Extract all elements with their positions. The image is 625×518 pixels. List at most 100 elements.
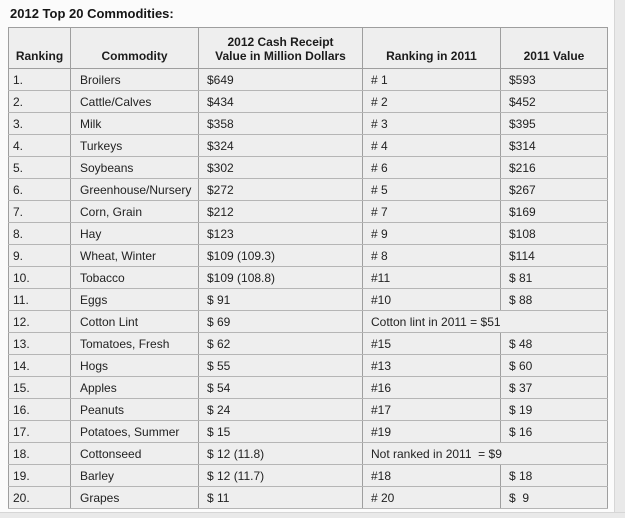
value-2012-cell: $212 bbox=[198, 200, 363, 223]
table-row: 9. Wheat, Winter $109 (109.3) # 8 $114 bbox=[8, 244, 608, 267]
rank-cell: 13. bbox=[8, 332, 71, 355]
commodity-cell: Potatoes, Summer bbox=[70, 420, 199, 443]
header-commodity: Commodity bbox=[70, 27, 199, 69]
merged-note-cell: Cotton lint in 2011 = $51 bbox=[362, 310, 608, 333]
rank-cell: 5. bbox=[8, 156, 71, 179]
bottom-edge-band bbox=[0, 512, 625, 518]
value-2012-cell: $ 54 bbox=[198, 376, 363, 399]
rank-2011-cell: # 3 bbox=[362, 112, 501, 135]
commodity-cell: Barley bbox=[70, 464, 199, 487]
value-2011-cell: $ 60 bbox=[500, 354, 608, 377]
rank-2011-cell: # 8 bbox=[362, 244, 501, 267]
value-2012-cell: $123 bbox=[198, 222, 363, 245]
commodity-cell: Cattle/Calves bbox=[70, 90, 199, 113]
value-2012-cell: $109 (109.3) bbox=[198, 244, 363, 267]
rank-cell: 8. bbox=[8, 222, 71, 245]
rank-cell: 18. bbox=[8, 442, 71, 465]
value-2011-cell: $452 bbox=[500, 90, 608, 113]
rank-2011-cell: # 20 bbox=[362, 486, 501, 509]
value-2011-cell: $593 bbox=[500, 68, 608, 91]
rank-cell: 11. bbox=[8, 288, 71, 311]
commodity-cell: Cottonseed bbox=[70, 442, 199, 465]
value-2012-cell: $ 24 bbox=[198, 398, 363, 421]
rank-cell: 6. bbox=[8, 178, 71, 201]
rank-2011-cell: # 1 bbox=[362, 68, 501, 91]
header-row: Ranking Commodity 2012 Cash Receipt Valu… bbox=[8, 27, 608, 69]
value-2011-cell: $314 bbox=[500, 134, 608, 157]
value-2012-cell: $ 91 bbox=[198, 288, 363, 311]
rank-2011-cell: # 7 bbox=[362, 200, 501, 223]
value-2011-cell: $ 81 bbox=[500, 266, 608, 289]
table-row: 18. Cottonseed $ 12 (11.8) Not ranked in 20… bbox=[8, 442, 608, 465]
table-row: 7. Corn, Grain $212 # 7 $169 bbox=[8, 200, 608, 223]
table-row: 4. Turkeys $324 # 4 $314 bbox=[8, 134, 608, 157]
value-2011-cell: $169 bbox=[500, 200, 608, 223]
table-row: 20. Grapes $ 11 # 20 $ 9 bbox=[8, 486, 608, 509]
commodities-table-body: 1. Broilers $649 # 1 $593 2. Cattle/Calves $434… bbox=[8, 68, 608, 509]
value-2011-cell: $ 19 bbox=[500, 398, 608, 421]
table-row: 1. Broilers $649 # 1 $593 bbox=[8, 68, 608, 91]
rank-cell: 2. bbox=[8, 90, 71, 113]
value-2012-cell: $302 bbox=[198, 156, 363, 179]
value-2011-cell: $ 88 bbox=[500, 288, 608, 311]
rank-2011-cell: #16 bbox=[362, 376, 501, 399]
value-2011-cell: $ 16 bbox=[500, 420, 608, 443]
commodity-cell: Wheat, Winter bbox=[70, 244, 199, 267]
rank-cell: 20. bbox=[8, 486, 71, 509]
commodities-table: Ranking Commodity 2012 Cash Receipt Valu… bbox=[8, 27, 608, 509]
value-2012-cell: $ 12 (11.8) bbox=[198, 442, 363, 465]
header-2012-cash-receipt: 2012 Cash Receipt Value in Million Dolla… bbox=[198, 27, 363, 69]
value-2012-cell: $ 15 bbox=[198, 420, 363, 443]
table-row: 19. Barley $ 12 (11.7) #18 $ 18 bbox=[8, 464, 608, 487]
rank-2011-cell: # 2 bbox=[362, 90, 501, 113]
table-row: 14. Hogs $ 55 #13 $ 60 bbox=[8, 354, 608, 377]
table-row: 17. Potatoes, Summer $ 15 #19 $ 16 bbox=[8, 420, 608, 443]
rank-cell: 4. bbox=[8, 134, 71, 157]
table-row: 8. Hay $123 # 9 $108 bbox=[8, 222, 608, 245]
rank-2011-cell: #15 bbox=[362, 332, 501, 355]
rank-cell: 16. bbox=[8, 398, 71, 421]
value-2012-cell: $ 55 bbox=[198, 354, 363, 377]
rank-2011-cell: #19 bbox=[362, 420, 501, 443]
commodity-cell: Tobacco bbox=[70, 266, 199, 289]
value-2011-cell: $ 48 bbox=[500, 332, 608, 355]
header-ranking: Ranking bbox=[8, 27, 71, 69]
value-2012-cell: $358 bbox=[198, 112, 363, 135]
header-ranking-in-2011: Ranking in 2011 bbox=[362, 27, 501, 69]
value-2011-cell: $108 bbox=[500, 222, 608, 245]
rank-2011-cell: # 9 bbox=[362, 222, 501, 245]
commodity-cell: Tomatoes, Fresh bbox=[70, 332, 199, 355]
value-2011-cell: $395 bbox=[500, 112, 608, 135]
rank-cell: 15. bbox=[8, 376, 71, 399]
commodity-cell: Grapes bbox=[70, 486, 199, 509]
page-title: 2012 Top 20 Commodities: bbox=[10, 6, 174, 21]
rank-2011-cell: #17 bbox=[362, 398, 501, 421]
commodity-cell: Corn, Grain bbox=[70, 200, 199, 223]
value-2012-cell: $272 bbox=[198, 178, 363, 201]
value-2012-cell: $ 11 bbox=[198, 486, 363, 509]
rank-cell: 3. bbox=[8, 112, 71, 135]
table-row: 10. Tobacco $109 (108.8) #11 $ 81 bbox=[8, 266, 608, 289]
value-2011-cell: $114 bbox=[500, 244, 608, 267]
commodity-cell: Soybeans bbox=[70, 156, 199, 179]
commodity-cell: Peanuts bbox=[70, 398, 199, 421]
table-row: 13. Tomatoes, Fresh $ 62 #15 $ 48 bbox=[8, 332, 608, 355]
merged-note-cell: Not ranked in 2011 = $9 bbox=[362, 442, 608, 465]
table-row: 2. Cattle/Calves $434 # 2 $452 bbox=[8, 90, 608, 113]
value-2012-cell: $ 69 bbox=[198, 310, 363, 333]
rank-cell: 10. bbox=[8, 266, 71, 289]
commodity-cell: Hay bbox=[70, 222, 199, 245]
commodity-cell: Hogs bbox=[70, 354, 199, 377]
value-2012-cell: $109 (108.8) bbox=[198, 266, 363, 289]
commodity-cell: Greenhouse/Nursery bbox=[70, 178, 199, 201]
value-2011-cell: $267 bbox=[500, 178, 608, 201]
commodity-cell: Broilers bbox=[70, 68, 199, 91]
value-2011-cell: $ 9 bbox=[500, 486, 608, 509]
commodity-cell: Milk bbox=[70, 112, 199, 135]
value-2012-cell: $ 12 (11.7) bbox=[198, 464, 363, 487]
commodity-cell: Cotton Lint bbox=[70, 310, 199, 333]
value-2012-cell: $649 bbox=[198, 68, 363, 91]
rank-cell: 9. bbox=[8, 244, 71, 267]
table-row: 16. Peanuts $ 24 #17 $ 19 bbox=[8, 398, 608, 421]
